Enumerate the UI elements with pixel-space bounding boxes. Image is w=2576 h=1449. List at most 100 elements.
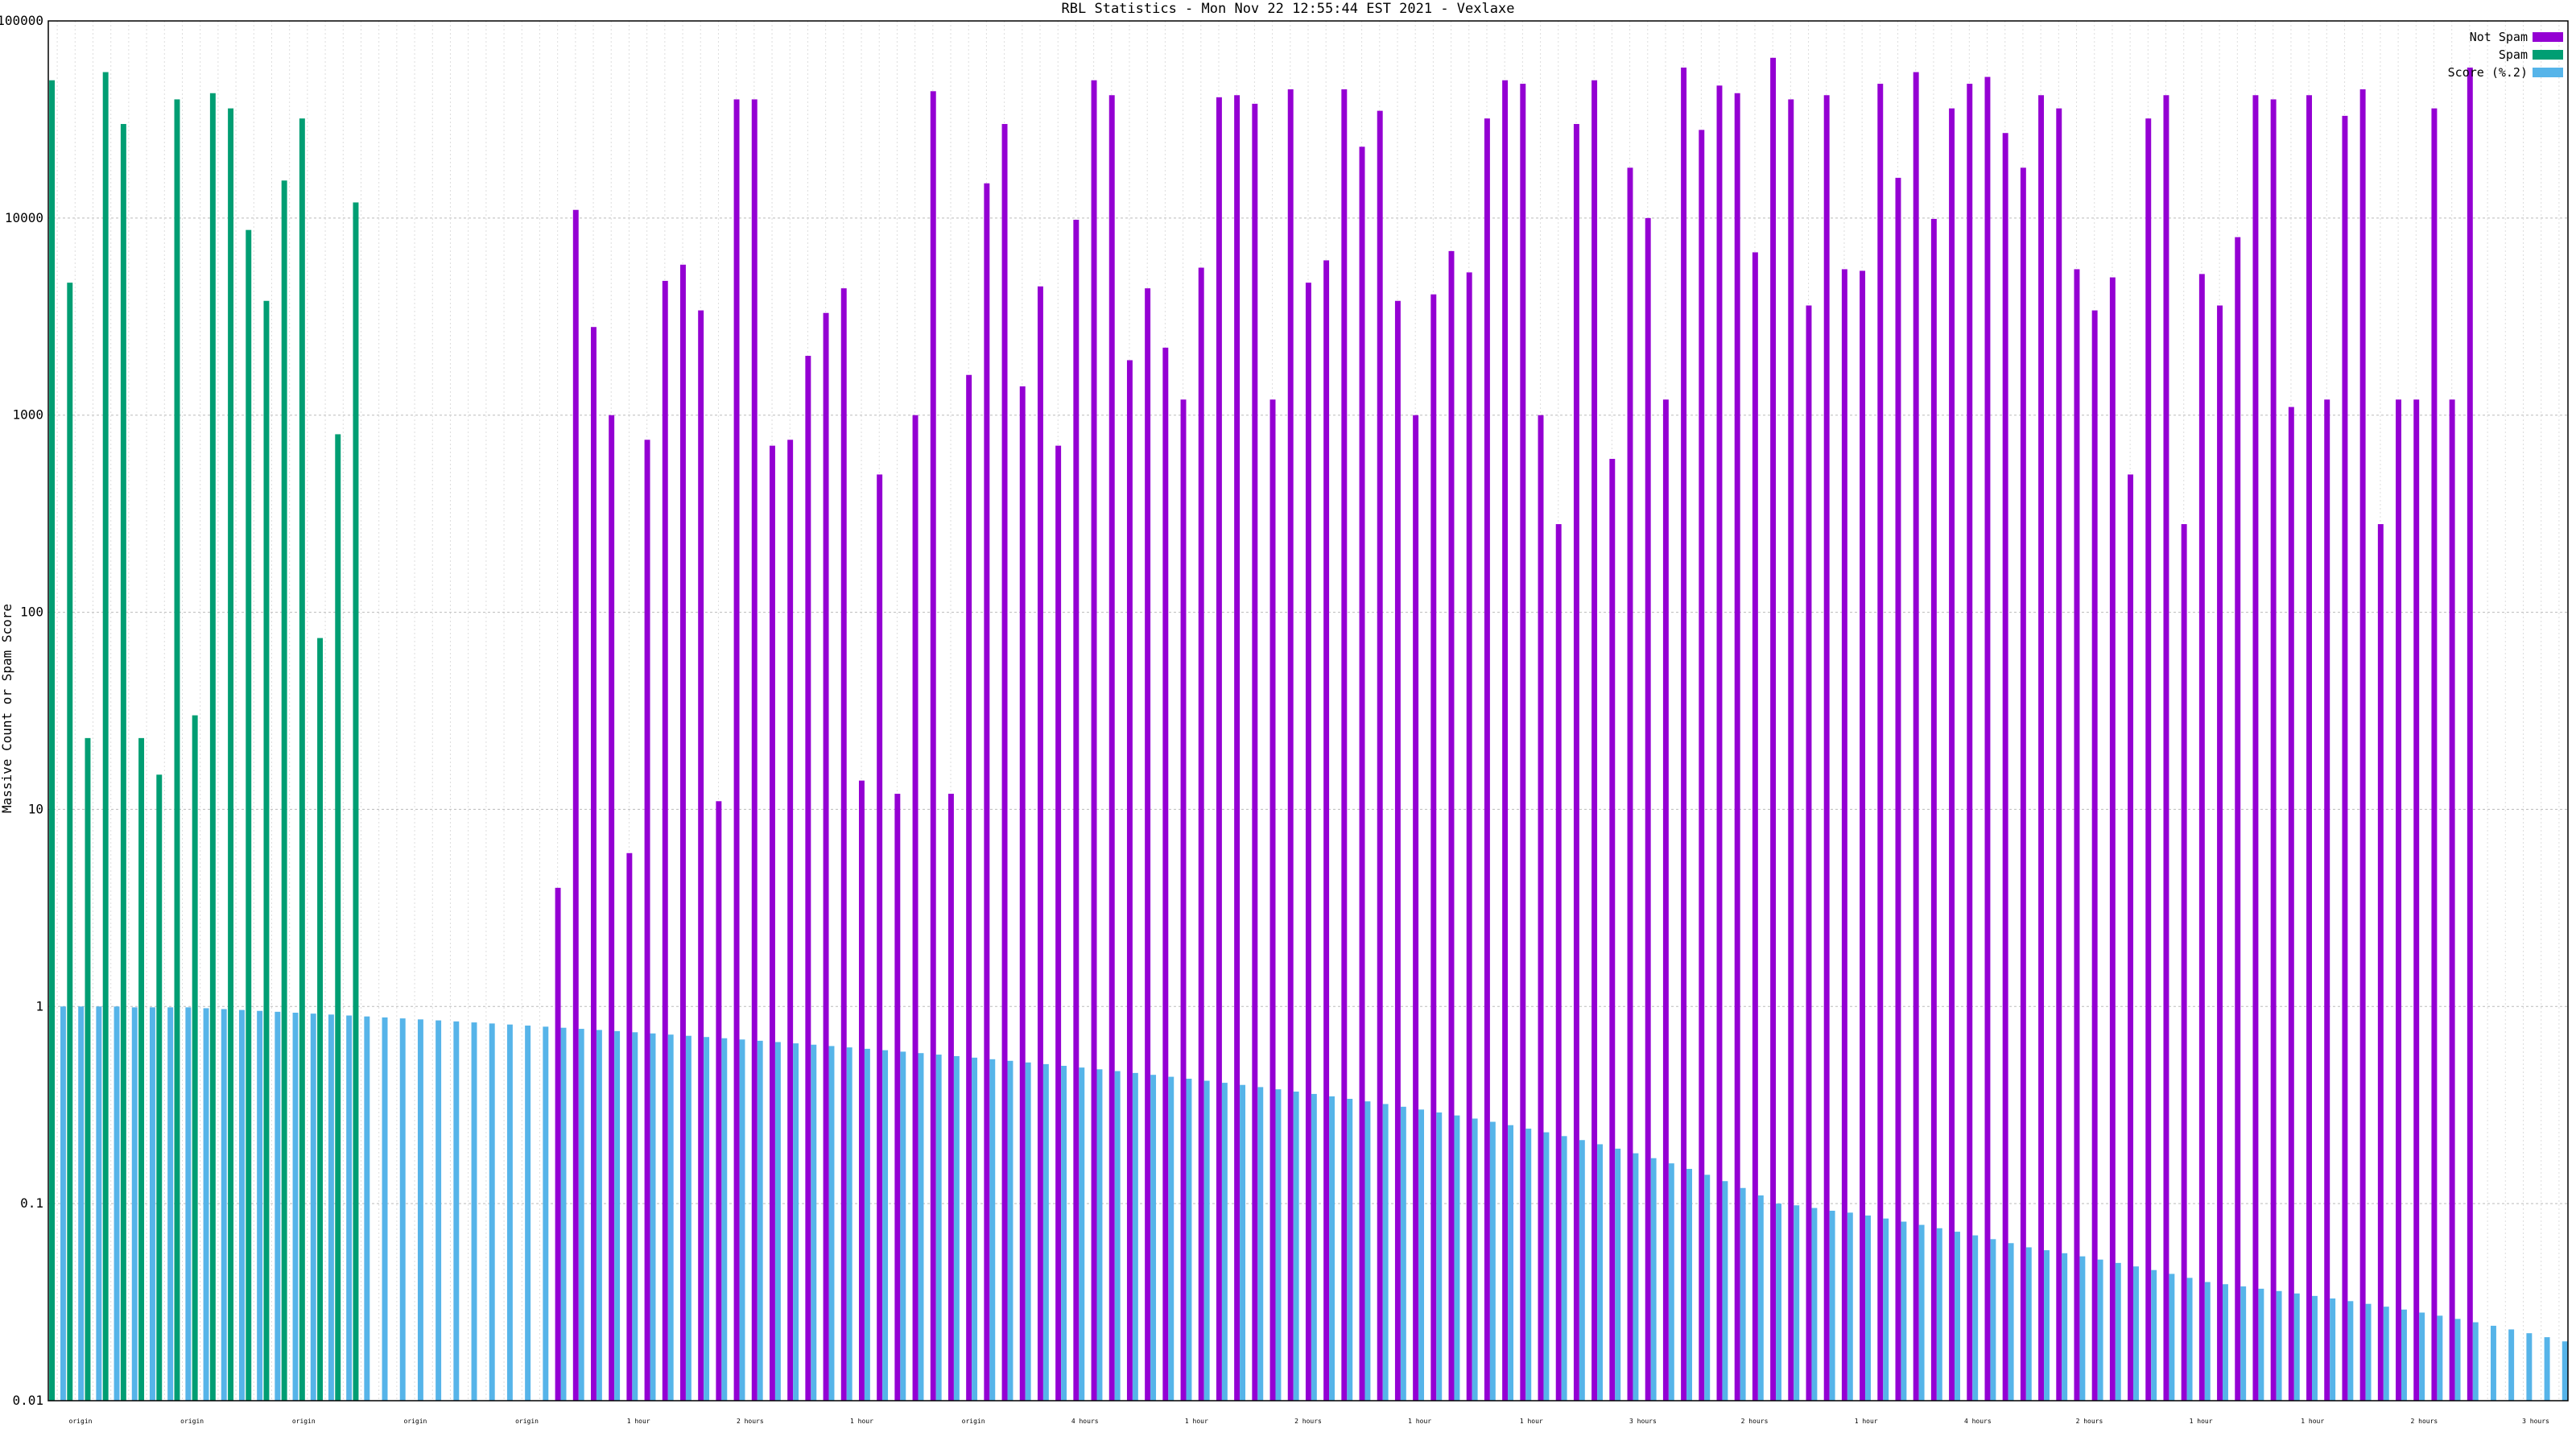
bar-score <box>2293 1293 2300 1401</box>
bar-not-spam <box>966 374 972 1402</box>
category-label: 1 hour <box>1185 1418 1208 1425</box>
bar-not-spam <box>2163 95 2169 1401</box>
bar-score <box>543 1026 549 1401</box>
bar-score <box>1186 1079 1192 1401</box>
bar-score <box>1955 1232 1960 1401</box>
bar-score <box>2276 1290 2282 1401</box>
bar-not-spam <box>1484 118 1490 1401</box>
bar-score <box>1275 1089 1282 1401</box>
bar-score <box>1025 1062 1031 1401</box>
bar-score <box>846 1047 852 1401</box>
bar-not-spam <box>1877 84 1884 1401</box>
bar-not-spam <box>1502 80 1509 1401</box>
bar-not-spam <box>1287 89 1294 1402</box>
bar-score <box>2062 1253 2068 1401</box>
bar-score <box>614 1030 621 1401</box>
bar-score <box>96 1006 102 1401</box>
category-label: 1 hour <box>850 1418 873 1425</box>
category-label: origin <box>403 1418 427 1425</box>
bar-not-spam <box>2359 89 2366 1402</box>
bar-score <box>506 1024 513 1401</box>
bar-score <box>596 1030 602 1401</box>
bar-score <box>238 1009 245 1401</box>
bar-not-spam <box>1377 110 1383 1402</box>
bar-score <box>2419 1312 2425 1401</box>
bar-score <box>2115 1262 2121 1401</box>
bar-not-spam <box>1949 108 1955 1402</box>
bar-not-spam <box>840 288 847 1402</box>
bar-spam <box>228 108 234 1402</box>
bar-score <box>1454 1115 1460 1401</box>
bar-not-spam <box>662 280 668 1402</box>
bar-score <box>1615 1148 1621 1401</box>
bar-score <box>2312 1295 2318 1401</box>
bar-not-spam <box>947 794 954 1401</box>
bar-not-spam <box>2431 108 2438 1402</box>
bar-not-spam <box>1984 76 1991 1402</box>
bar-not-spam <box>2091 310 2098 1401</box>
bar-score <box>275 1011 281 1401</box>
plot-frame <box>47 20 2569 1402</box>
category-label: origin <box>515 1418 539 1425</box>
bar-score <box>2169 1274 2175 1401</box>
bar-score <box>2079 1256 2086 1401</box>
bar-not-spam <box>733 99 740 1401</box>
category-label: 1 hour <box>2190 1418 2213 1425</box>
category-label: 4 hours <box>1964 1418 1992 1425</box>
bar-score <box>650 1033 656 1401</box>
bar-not-spam <box>1037 286 1043 1402</box>
bar-not-spam <box>805 356 811 1402</box>
bar-score <box>417 1019 423 1401</box>
category-label: origin <box>292 1418 316 1425</box>
bar-not-spam <box>1770 57 1777 1402</box>
bar-not-spam <box>2288 407 2294 1401</box>
bar-score <box>1042 1063 1049 1401</box>
bar-not-spam <box>1788 99 1794 1401</box>
bar-score <box>2151 1269 2157 1401</box>
y-tick-label: 1 <box>35 998 43 1013</box>
bar-not-spam <box>2467 67 2473 1401</box>
bar-score <box>1686 1169 1692 1401</box>
bar-not-spam <box>2145 118 2152 1401</box>
bar-score <box>1794 1205 1800 1401</box>
bar-score <box>811 1044 817 1401</box>
y-tick-label: 10 <box>28 801 43 816</box>
bar-not-spam <box>1591 80 1598 1401</box>
bar-not-spam <box>1252 103 1258 1402</box>
bar-spam <box>246 229 252 1402</box>
bar-not-spam <box>555 887 561 1401</box>
bar-spam <box>85 737 91 1401</box>
bar-not-spam <box>1555 524 1562 1402</box>
bar-not-spam <box>1234 95 1241 1401</box>
legend-swatch <box>2533 50 2563 60</box>
bar-score <box>882 1050 889 1401</box>
bar-not-spam <box>984 183 990 1401</box>
bar-score <box>2044 1250 2050 1401</box>
category-label: 1 hour <box>627 1418 650 1425</box>
bar-score <box>1847 1212 1853 1401</box>
bar-not-spam <box>572 209 579 1401</box>
bar-score <box>1918 1224 1925 1401</box>
bar-not-spam <box>1681 67 1687 1401</box>
bar-spam <box>299 118 305 1401</box>
bar-score <box>1132 1072 1138 1401</box>
bar-score <box>560 1027 567 1401</box>
bar-not-spam <box>716 801 722 1401</box>
category-labels: origin origin origin origin origin 1 hour 2 ho… <box>69 1418 2549 1425</box>
bar-not-spam <box>2324 399 2330 1402</box>
category-label: origin <box>69 1418 93 1425</box>
bar-score <box>2383 1307 2389 1401</box>
bar-not-spam <box>1662 399 1669 1402</box>
bar-score <box>364 1016 370 1401</box>
bar-not-spam <box>858 780 865 1401</box>
bar-score <box>1472 1118 1478 1401</box>
legend-swatch <box>2533 32 2563 42</box>
bar-score <box>1347 1099 1353 1401</box>
bar-not-spam <box>1716 85 1723 1401</box>
bar-not-spam <box>1823 95 1830 1401</box>
bar-score <box>1079 1067 1085 1401</box>
bar-score <box>2347 1301 2354 1401</box>
bar-score <box>793 1043 799 1401</box>
bar-score <box>2437 1315 2443 1401</box>
bar-not-spam <box>1699 130 1705 1401</box>
